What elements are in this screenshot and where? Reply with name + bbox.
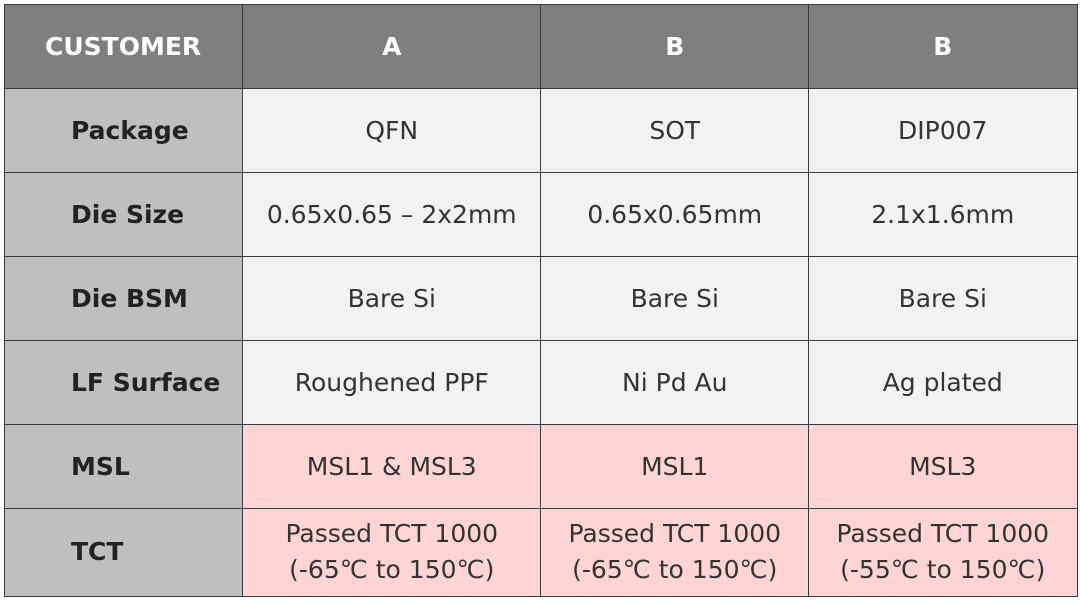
data-cell: Bare Si bbox=[540, 256, 810, 342]
data-cell: Passed TCT 1000 (-55℃ to 150℃) bbox=[808, 508, 1078, 597]
row-label-text: Die Size bbox=[71, 199, 185, 229]
data-cell: Ni Pd Au bbox=[540, 340, 810, 426]
data-cell: MSL1 & MSL3 bbox=[242, 424, 542, 510]
data-cell: Bare Si bbox=[808, 256, 1078, 342]
cell-text: MSL1 & MSL3 bbox=[306, 451, 477, 481]
data-cell: Bare Si bbox=[242, 256, 542, 342]
row-label: MSL bbox=[4, 424, 244, 510]
cell-text: 0.65x0.65 – 2x2mm bbox=[266, 199, 517, 229]
data-cell: 0.65x0.65 – 2x2mm bbox=[242, 172, 542, 258]
data-cell: Roughened PPF bbox=[242, 340, 542, 426]
cell-text: Bare Si bbox=[898, 283, 987, 313]
cell-text: SOT bbox=[649, 115, 701, 145]
row-label: Die Size bbox=[4, 172, 244, 258]
cell-text: DIP007 bbox=[898, 115, 988, 145]
cell-text: Bare Si bbox=[347, 283, 436, 313]
cell-text: 0.65x0.65mm bbox=[587, 199, 763, 229]
data-cell: 0.65x0.65mm bbox=[540, 172, 810, 258]
header-text: B bbox=[665, 31, 685, 61]
data-cell: Passed TCT 1000 (-65℃ to 150℃) bbox=[540, 508, 810, 597]
data-cell: QFN bbox=[242, 88, 542, 174]
header-cell: B bbox=[808, 4, 1078, 90]
data-cell: Ag plated bbox=[808, 340, 1078, 426]
header-cell: A bbox=[242, 4, 542, 90]
row-label: LF Surface bbox=[4, 340, 244, 426]
header-cell: B bbox=[540, 4, 810, 90]
header-text: A bbox=[382, 31, 402, 61]
cell-text: Roughened PPF bbox=[294, 367, 489, 397]
cell-text: (-55℃ to 150℃) bbox=[840, 555, 1046, 585]
cell-text: Ag plated bbox=[882, 367, 1003, 397]
row-label-text: TCT bbox=[71, 537, 124, 567]
cell-text: Passed TCT 1000 bbox=[568, 519, 782, 549]
data-cell: MSL3 bbox=[808, 424, 1078, 510]
header-cell: CUSTOMER bbox=[4, 4, 244, 90]
data-cell: Passed TCT 1000 (-65℃ to 150℃) bbox=[242, 508, 542, 597]
row-label-text: Die BSM bbox=[71, 283, 188, 313]
cell-text: MSL3 bbox=[909, 451, 977, 481]
row-label: Package bbox=[4, 88, 244, 174]
header-text: CUSTOMER bbox=[45, 31, 202, 61]
cell-text: QFN bbox=[365, 115, 419, 145]
row-label-text: LF Surface bbox=[71, 367, 221, 397]
header-text: B bbox=[933, 31, 953, 61]
cell-text: MSL1 bbox=[641, 451, 709, 481]
cell-text: Passed TCT 1000 bbox=[285, 519, 499, 549]
cell-text: Bare Si bbox=[630, 283, 719, 313]
cell-text: 2.1x1.6mm bbox=[871, 199, 1015, 229]
cell-text: Passed TCT 1000 bbox=[836, 519, 1050, 549]
row-label: TCT bbox=[4, 508, 244, 597]
row-label-text: Package bbox=[71, 115, 189, 145]
row-label: Die BSM bbox=[4, 256, 244, 342]
row-label-text: MSL bbox=[71, 451, 130, 481]
data-cell: 2.1x1.6mm bbox=[808, 172, 1078, 258]
cell-text: Ni Pd Au bbox=[622, 367, 728, 397]
data-cell: MSL1 bbox=[540, 424, 810, 510]
data-cell: DIP007 bbox=[808, 88, 1078, 174]
cell-text: (-65℃ to 150℃) bbox=[572, 555, 778, 585]
cell-text: (-65℃ to 150℃) bbox=[289, 555, 495, 585]
data-cell: SOT bbox=[540, 88, 810, 174]
